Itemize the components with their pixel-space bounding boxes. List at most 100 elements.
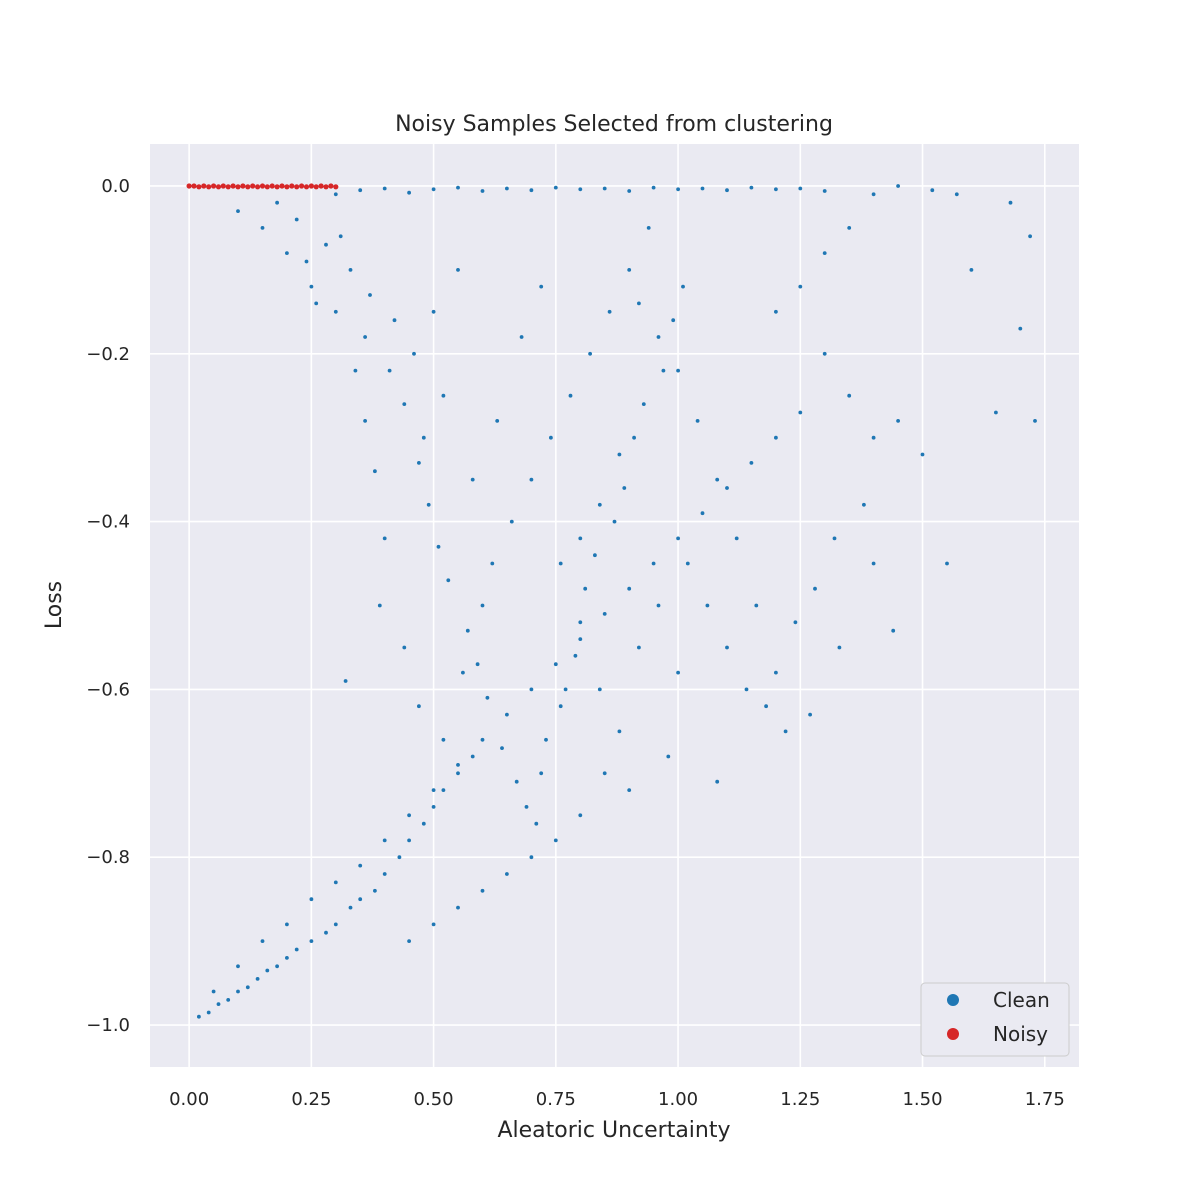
data-point <box>309 284 314 289</box>
data-point <box>456 763 460 767</box>
data-point <box>500 746 504 750</box>
data-point <box>896 419 900 423</box>
data-point <box>368 293 372 297</box>
data-point <box>891 628 896 633</box>
data-point <box>725 645 729 650</box>
data-point <box>333 880 338 885</box>
data-point <box>431 309 436 314</box>
legend-marker-noisy <box>947 1028 959 1040</box>
data-point <box>871 435 876 440</box>
x-tick-label: 0.50 <box>414 1089 454 1110</box>
data-point <box>637 645 641 650</box>
data-point <box>597 502 602 507</box>
data-point <box>622 486 627 490</box>
data-point <box>358 863 363 868</box>
data-point <box>1028 234 1032 239</box>
data-point <box>259 183 266 189</box>
data-point <box>245 184 251 190</box>
data-point <box>480 603 485 608</box>
data-point <box>255 977 260 981</box>
data-point <box>627 586 632 591</box>
data-point <box>578 620 583 625</box>
data-point <box>358 897 363 902</box>
data-point <box>519 335 524 339</box>
data-point <box>529 188 534 193</box>
data-point <box>387 368 392 373</box>
data-point <box>245 985 250 990</box>
data-point <box>641 402 646 406</box>
data-point <box>456 771 460 776</box>
y-tick-label: −0.2 <box>86 344 130 365</box>
data-point <box>578 637 583 641</box>
data-point <box>558 704 563 709</box>
data-point <box>421 821 426 826</box>
y-tick-label: −1.0 <box>86 1015 130 1036</box>
data-point <box>749 185 754 190</box>
data-point <box>627 788 632 792</box>
data-point <box>583 586 588 591</box>
data-point <box>666 754 671 759</box>
data-point <box>324 930 328 935</box>
data-point <box>553 662 558 667</box>
data-point <box>774 435 778 440</box>
data-point <box>407 939 411 943</box>
legend-label-noisy: Noisy <box>993 1022 1048 1046</box>
data-point <box>764 704 768 709</box>
data-point <box>930 188 935 193</box>
data-point <box>607 309 612 314</box>
data-point <box>862 502 866 507</box>
data-point <box>412 351 416 356</box>
x-tick-label: 0.00 <box>169 1089 209 1110</box>
data-point <box>470 754 475 759</box>
data-point <box>260 226 265 230</box>
data-point <box>602 771 607 776</box>
data-point <box>285 922 289 927</box>
data-point <box>285 956 289 960</box>
data-point <box>505 186 509 191</box>
data-point <box>382 186 387 191</box>
data-point <box>681 284 685 289</box>
data-point <box>627 268 632 272</box>
data-point <box>269 183 275 189</box>
data-point <box>725 188 729 193</box>
data-point <box>969 268 974 272</box>
data-point <box>754 603 759 608</box>
data-point <box>661 368 666 373</box>
data-point <box>461 670 465 675</box>
data-point <box>798 410 803 415</box>
data-point <box>505 712 509 717</box>
series-clean <box>197 184 1037 1019</box>
data-point <box>847 393 852 398</box>
series-noisy <box>186 183 339 190</box>
data-point <box>470 477 475 482</box>
data-point <box>196 184 202 190</box>
data-point <box>431 788 436 792</box>
data-point <box>308 183 314 189</box>
data-point <box>303 184 310 190</box>
data-point <box>602 186 607 191</box>
y-axis-title: Loss <box>42 581 67 629</box>
data-point <box>553 185 558 190</box>
data-point <box>514 779 519 784</box>
data-point <box>417 704 421 709</box>
data-point <box>191 183 197 189</box>
data-point <box>734 536 739 541</box>
data-point <box>215 184 222 190</box>
data-point <box>656 335 661 339</box>
data-point <box>255 184 261 190</box>
data-point <box>480 888 485 893</box>
data-point <box>456 905 460 910</box>
legend-label-clean: Clean <box>993 988 1050 1012</box>
data-point <box>617 452 622 457</box>
data-point <box>822 189 827 193</box>
data-point <box>236 964 240 969</box>
data-point <box>578 536 583 541</box>
data-point <box>744 687 749 692</box>
data-point <box>549 435 553 440</box>
data-point <box>373 888 377 893</box>
data-point <box>617 729 622 734</box>
data-point <box>480 189 485 193</box>
data-point <box>529 855 534 860</box>
data-point <box>333 922 338 927</box>
data-point <box>402 645 407 650</box>
